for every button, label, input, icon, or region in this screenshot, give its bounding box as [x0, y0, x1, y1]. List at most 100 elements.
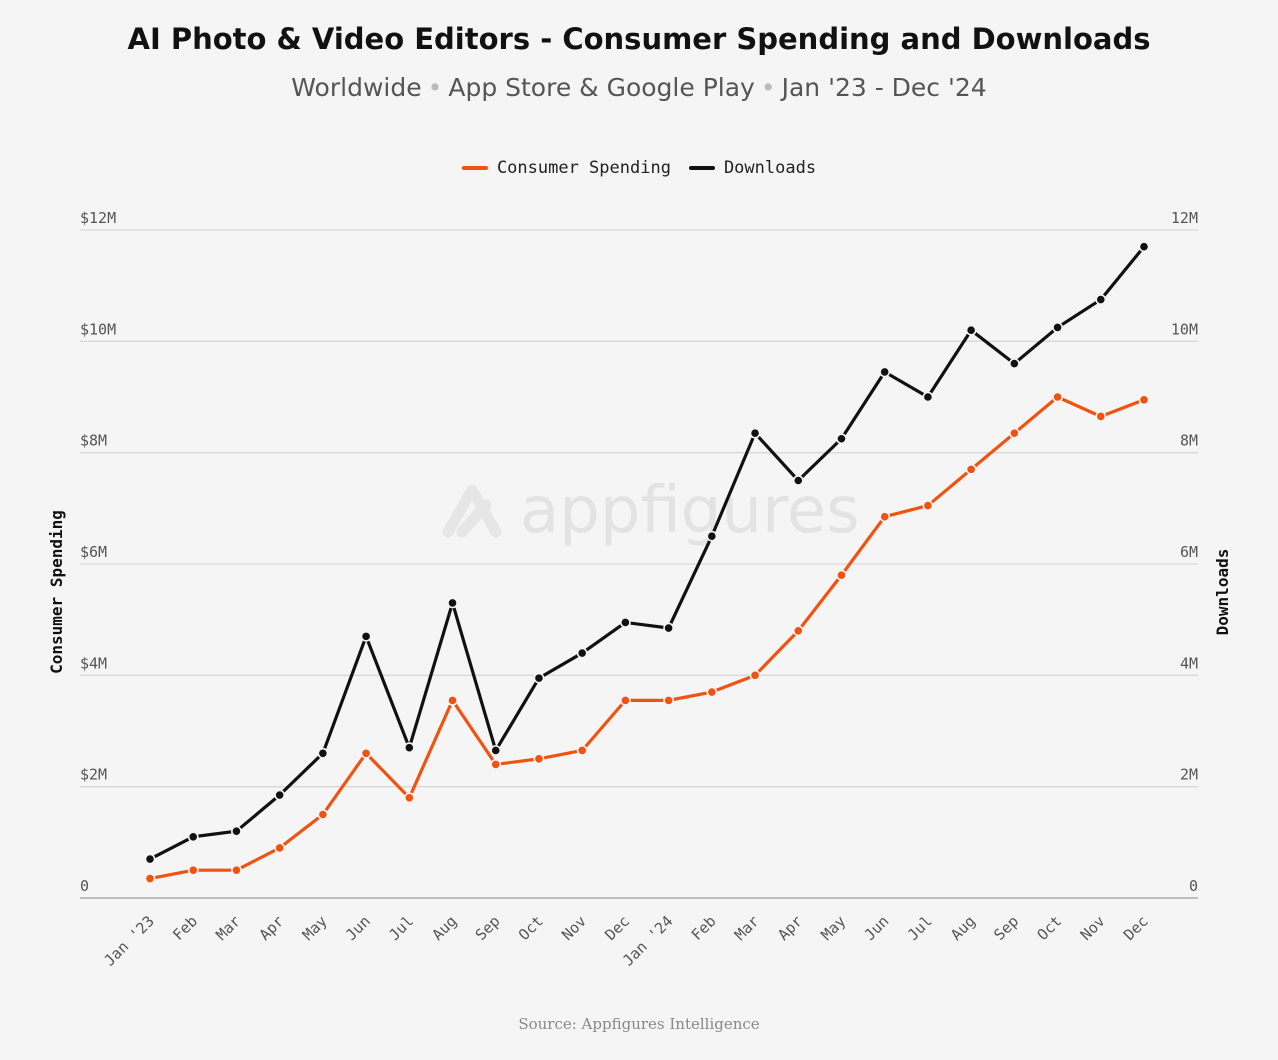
data-point-spending[interactable] — [447, 694, 458, 706]
legend-swatch-spending — [461, 166, 488, 170]
data-point-downloads[interactable] — [533, 672, 545, 684]
subtitle-stores: App Store & Google Play — [448, 73, 755, 102]
data-point-downloads[interactable] — [749, 427, 761, 439]
data-point-spending[interactable] — [403, 792, 415, 804]
data-point-spending[interactable] — [749, 669, 761, 681]
x-axis-ticks: Jan '23 Feb Mar Apr May Jun Jul Aug Sep Oct Nov Dec… — [100, 912, 1151, 969]
data-point-downloads[interactable] — [576, 647, 588, 659]
data-point-downloads[interactable] — [706, 530, 718, 542]
x-tick-label: Apr — [774, 912, 806, 944]
data-point-spending[interactable] — [360, 747, 372, 759]
data-point-downloads[interactable] — [447, 597, 458, 609]
subtitle-separator: • — [760, 73, 776, 102]
y-right-tick-label: 10M — [1171, 320, 1198, 338]
y-left-tick-label: $10M — [80, 320, 116, 338]
data-point-downloads[interactable] — [1052, 322, 1063, 333]
subtitle-range: Jan '23 - Dec '24 — [781, 73, 987, 102]
x-tick-label: Apr — [256, 912, 288, 944]
x-tick-label: Jan '23 — [100, 912, 157, 969]
y-axis-left-ticks: 0 $2M $4M $6M $8M $10M $12M — [80, 209, 116, 895]
legend-item-spending[interactable]: Consumer Spending — [461, 158, 671, 178]
x-tick-label: May — [817, 912, 849, 944]
data-point-spending[interactable] — [533, 753, 545, 765]
series-line-downloads — [148, 245, 1146, 861]
data-point-spending[interactable] — [1008, 427, 1020, 439]
data-point-downloads[interactable] — [144, 853, 156, 865]
y-right-tick-label: 6M — [1180, 543, 1198, 561]
y-left-tick-label: $12M — [80, 209, 116, 227]
chart-legend: Consumer Spending Downloads — [0, 158, 1278, 178]
y-right-tick-label: 0 — [1189, 877, 1198, 895]
source-note: Source: Appfigures Intelligence — [518, 1015, 760, 1033]
data-point-downloads[interactable] — [274, 789, 286, 801]
data-point-downloads[interactable] — [965, 324, 977, 336]
data-point-spending[interactable] — [231, 864, 242, 876]
watermark-text: appfigures — [520, 474, 860, 548]
data-point-spending[interactable] — [576, 745, 588, 756]
y-axis-right-ticks: 0 2M 4M 6M 8M 10M 12M — [1171, 209, 1198, 895]
x-tick-label: Jul — [904, 912, 936, 944]
data-point-spending[interactable] — [619, 694, 631, 706]
y-left-tick-label: $6M — [80, 543, 107, 561]
y-axis-right-label: Downloads — [1213, 549, 1232, 636]
data-point-spending[interactable] — [317, 809, 329, 820]
x-tick-label: Nov — [558, 912, 590, 944]
data-point-downloads[interactable] — [879, 366, 891, 378]
x-tick-label: Dec — [1120, 912, 1152, 944]
chart-subtitle: Worldwide • App Store & Google Play • Jan '2… — [0, 73, 1278, 102]
y-right-tick-label: 4M — [1180, 654, 1198, 672]
y-left-tick-label: $2M — [80, 766, 107, 784]
y-left-tick-label: 0 — [80, 877, 89, 895]
data-point-spending[interactable] — [792, 625, 804, 637]
y-right-tick-label: 12M — [1171, 209, 1198, 227]
data-point-spending[interactable] — [187, 864, 199, 876]
data-point-spending[interactable] — [922, 500, 934, 511]
data-point-downloads[interactable] — [360, 630, 372, 642]
legend-swatch-downloads — [688, 166, 715, 170]
data-point-spending[interactable] — [1138, 394, 1150, 406]
data-point-downloads[interactable] — [490, 745, 502, 756]
data-point-downloads[interactable] — [231, 825, 242, 837]
x-tick-label: May — [299, 912, 331, 944]
x-tick-label: Sep — [472, 912, 504, 944]
x-tick-label: Jun — [342, 912, 374, 944]
chart-title: AI Photo & Video Editors - Consumer Spen… — [127, 22, 1151, 56]
data-point-downloads[interactable] — [836, 433, 847, 445]
data-point-downloads[interactable] — [663, 622, 675, 634]
y-right-tick-label: 8M — [1180, 432, 1198, 450]
data-point-downloads[interactable] — [922, 391, 934, 403]
data-point-downloads[interactable] — [1008, 358, 1020, 369]
appfigures-watermark: appfigures — [442, 474, 860, 548]
y-left-tick-label: $8M — [80, 432, 107, 450]
data-point-spending[interactable] — [490, 759, 502, 770]
data-point-spending[interactable] — [879, 511, 891, 523]
y-left-tick-label: $4M — [80, 654, 107, 672]
data-point-spending[interactable] — [1095, 411, 1107, 422]
data-point-spending[interactable] — [836, 569, 847, 581]
series-line-spending — [148, 395, 1146, 881]
data-point-spending[interactable] — [663, 694, 675, 706]
y-right-tick-label: 2M — [1180, 766, 1198, 784]
series-group — [144, 241, 1150, 884]
legend-item-downloads[interactable]: Downloads — [688, 158, 816, 178]
data-point-spending[interactable] — [274, 842, 286, 854]
data-point-downloads[interactable] — [792, 475, 804, 486]
appfigures-logo-icon — [442, 484, 502, 538]
data-point-downloads[interactable] — [403, 742, 415, 754]
x-tick-label: Jun — [861, 912, 893, 944]
data-point-downloads[interactable] — [619, 617, 631, 628]
data-point-downloads[interactable] — [187, 831, 199, 843]
data-point-downloads[interactable] — [317, 747, 329, 759]
x-tick-label: Jul — [385, 912, 417, 944]
data-point-spending[interactable] — [706, 686, 718, 698]
subtitle-separator: • — [427, 73, 443, 102]
x-tick-label: Oct — [1034, 912, 1066, 944]
data-point-downloads[interactable] — [1138, 241, 1150, 253]
data-point-spending[interactable] — [1052, 391, 1063, 403]
data-point-spending[interactable] — [144, 873, 156, 884]
data-point-downloads[interactable] — [1095, 294, 1107, 305]
x-tick-label: Aug — [947, 912, 979, 944]
y-axis-left-label: Consumer Spending — [47, 510, 66, 674]
data-point-spending[interactable] — [965, 463, 977, 475]
